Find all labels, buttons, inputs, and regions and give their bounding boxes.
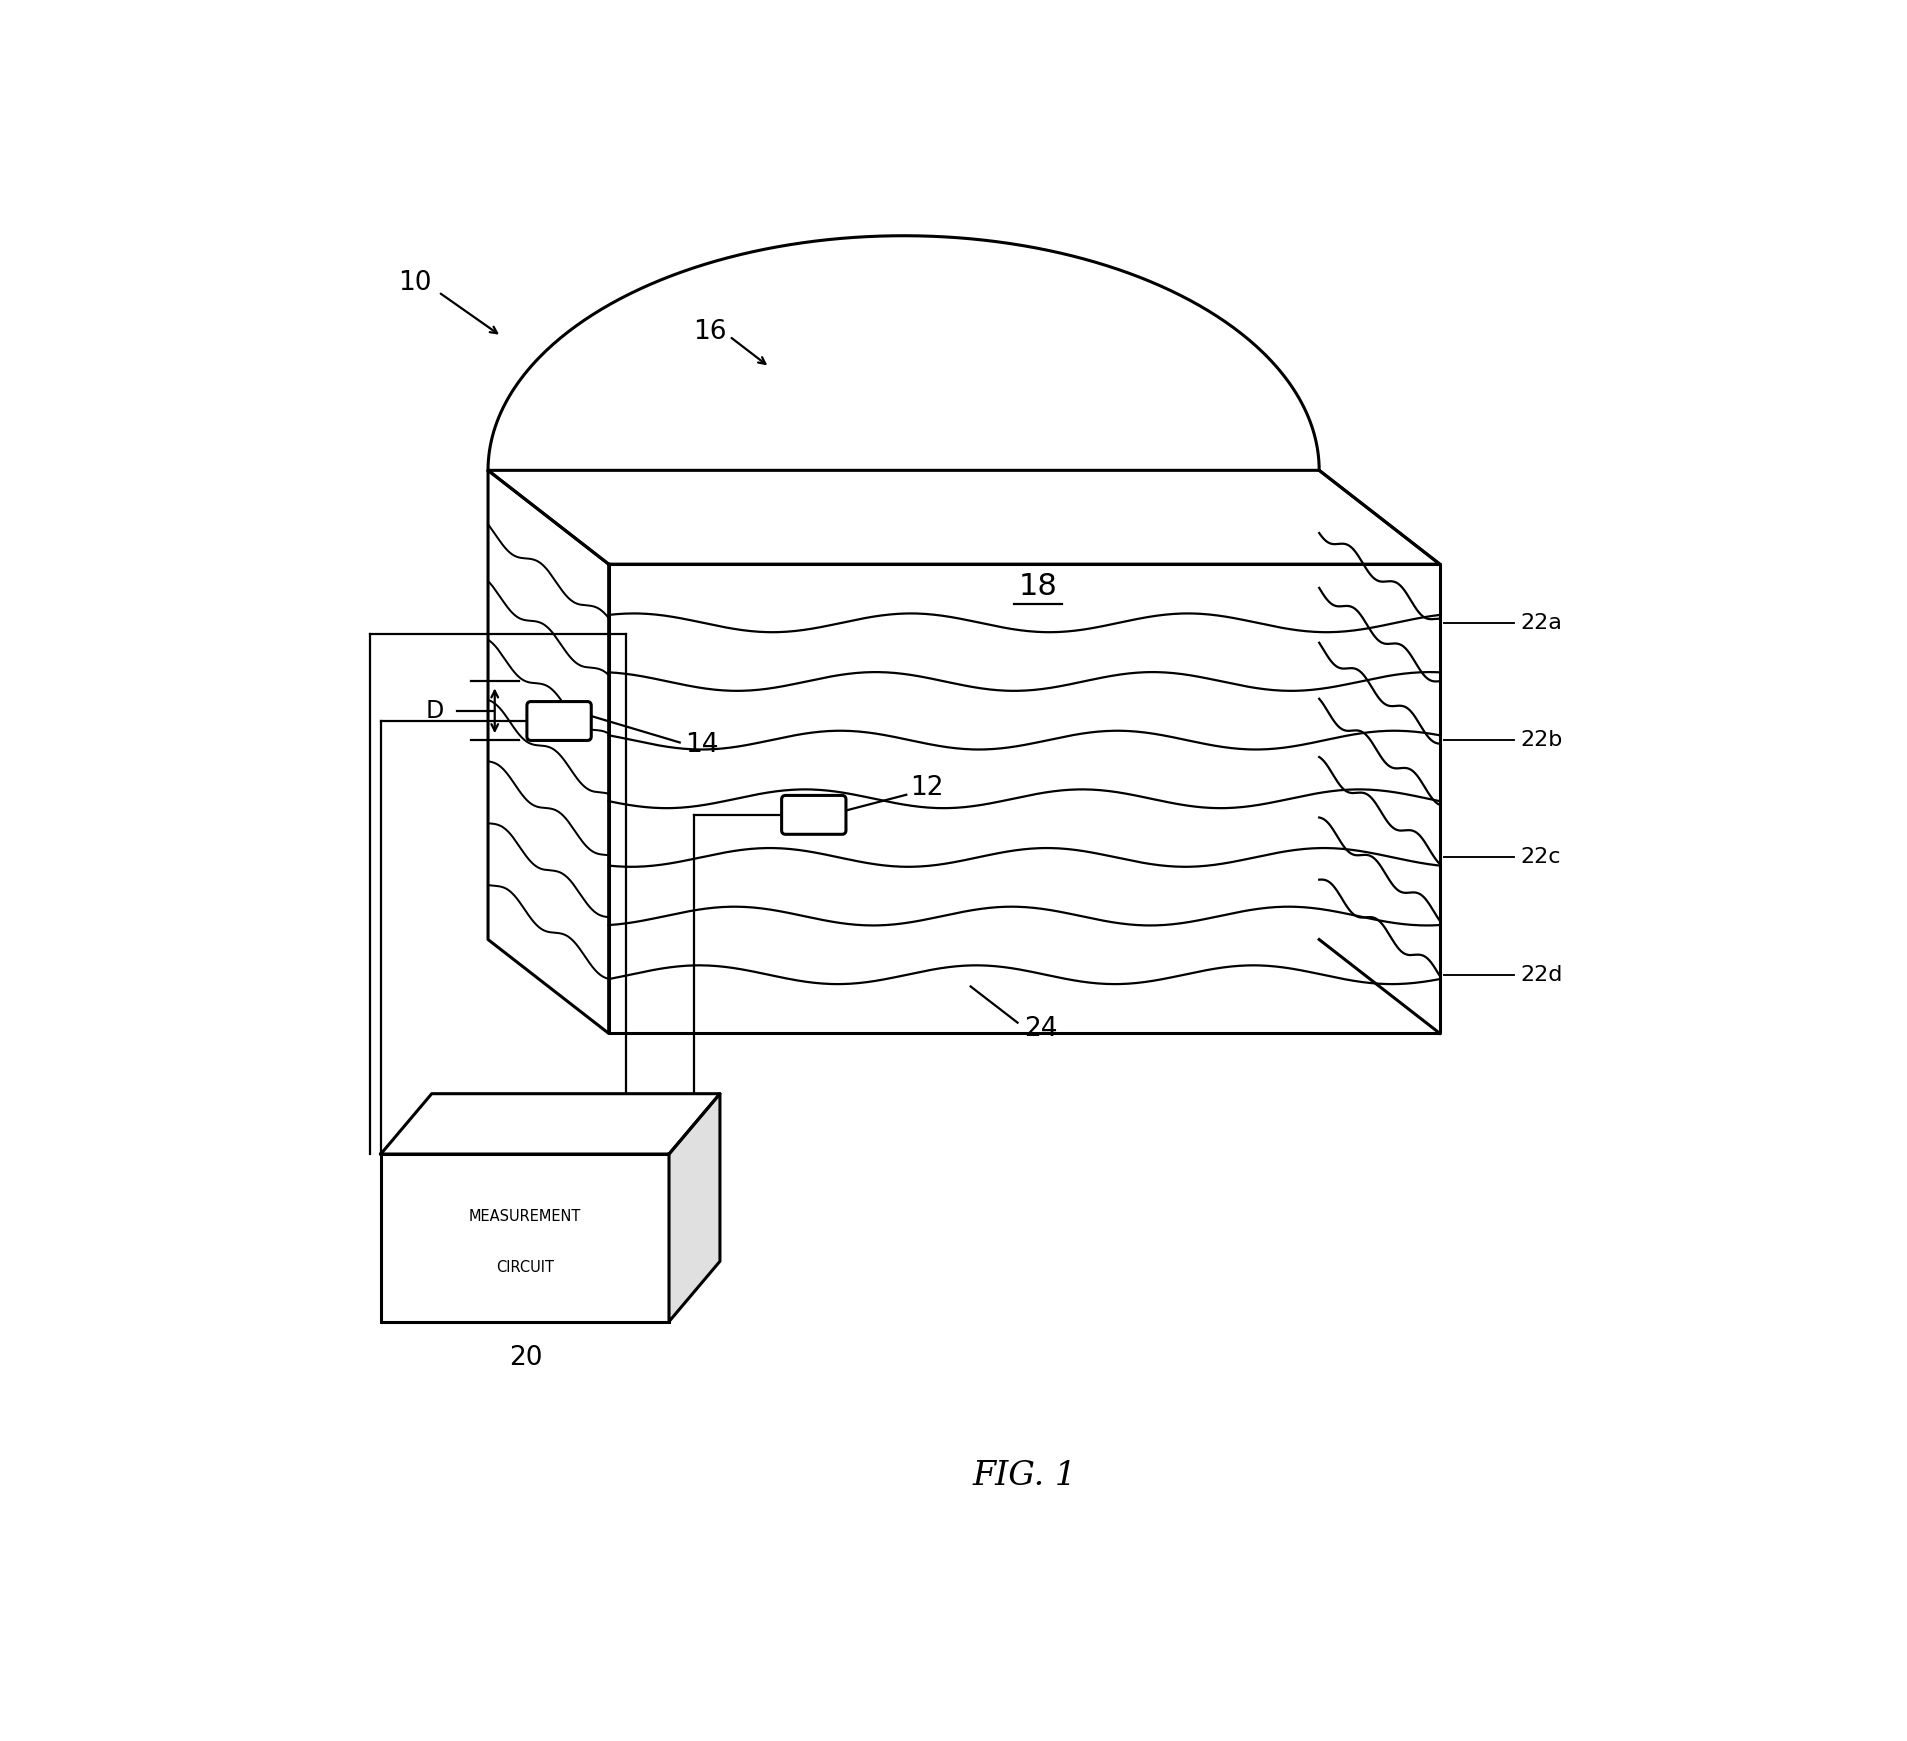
Text: 24: 24 xyxy=(1024,1017,1058,1043)
Text: 20: 20 xyxy=(509,1344,542,1370)
Text: FIG. 1: FIG. 1 xyxy=(973,1459,1076,1492)
Text: 10: 10 xyxy=(399,270,431,296)
Text: 18: 18 xyxy=(1018,573,1056,601)
Polygon shape xyxy=(669,1093,721,1321)
Text: MEASUREMENT: MEASUREMENT xyxy=(469,1208,582,1224)
FancyBboxPatch shape xyxy=(526,702,591,740)
Text: 22d: 22d xyxy=(1520,965,1562,985)
Text: 22c: 22c xyxy=(1520,848,1560,867)
Text: 22a: 22a xyxy=(1520,613,1562,632)
Polygon shape xyxy=(381,1093,721,1154)
Text: 12: 12 xyxy=(910,775,944,801)
Text: 22b: 22b xyxy=(1520,729,1562,750)
Bar xyxy=(381,1154,669,1321)
Text: CIRCUIT: CIRCUIT xyxy=(496,1260,553,1276)
Text: 14: 14 xyxy=(685,733,719,757)
Text: D: D xyxy=(425,698,444,723)
Text: 16: 16 xyxy=(692,319,727,345)
FancyBboxPatch shape xyxy=(782,796,847,834)
